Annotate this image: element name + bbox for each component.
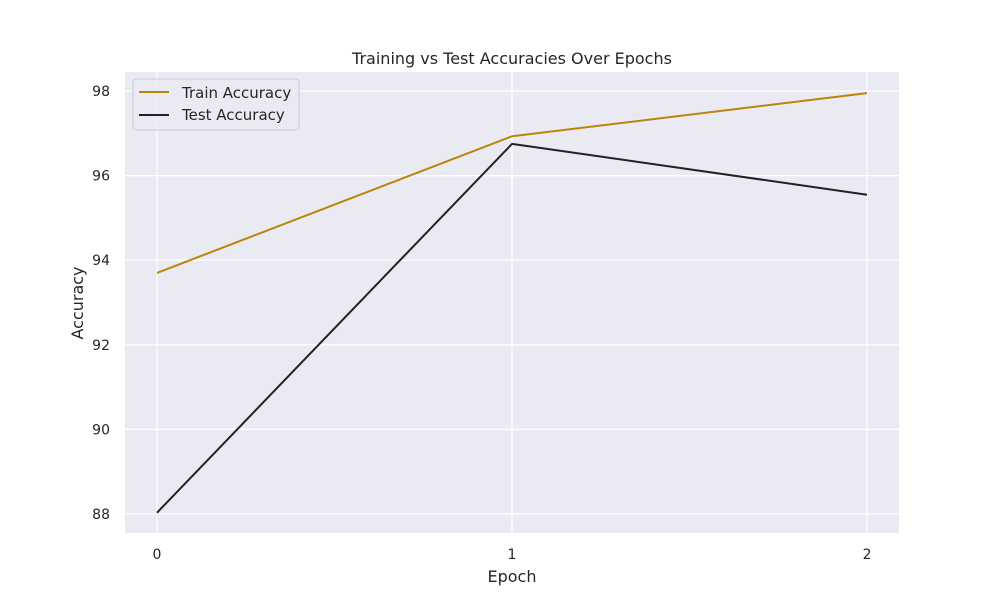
series-line-train (156, 92, 868, 274)
series-layer (156, 92, 868, 514)
grid (125, 72, 899, 533)
x-axis-label: Epoch (488, 567, 537, 586)
legend-label-train: Train Accuracy (181, 84, 291, 102)
series-line-test (156, 142, 868, 514)
legend: Train Accuracy Test Accuracy (132, 78, 300, 131)
chart-title: Training vs Test Accuracies Over Epochs (351, 49, 672, 68)
y-tick-label: 92 (92, 338, 110, 354)
y-axis-ticks: 88 90 92 94 96 98 (92, 84, 110, 523)
y-tick-label: 88 (92, 507, 110, 523)
y-tick-label: 98 (92, 84, 110, 100)
x-tick-label: 2 (863, 547, 872, 563)
y-tick-label: 96 (92, 169, 110, 185)
x-axis-ticks: 0 1 2 (152, 547, 871, 563)
legend-box (132, 78, 300, 131)
y-axis-label: Accuracy (68, 266, 87, 339)
y-tick-label: 90 (92, 422, 110, 438)
x-tick-label: 0 (152, 547, 161, 563)
y-tick-label: 94 (92, 253, 110, 269)
legend-label-test: Test Accuracy (181, 106, 285, 124)
x-tick-label: 1 (508, 547, 517, 563)
